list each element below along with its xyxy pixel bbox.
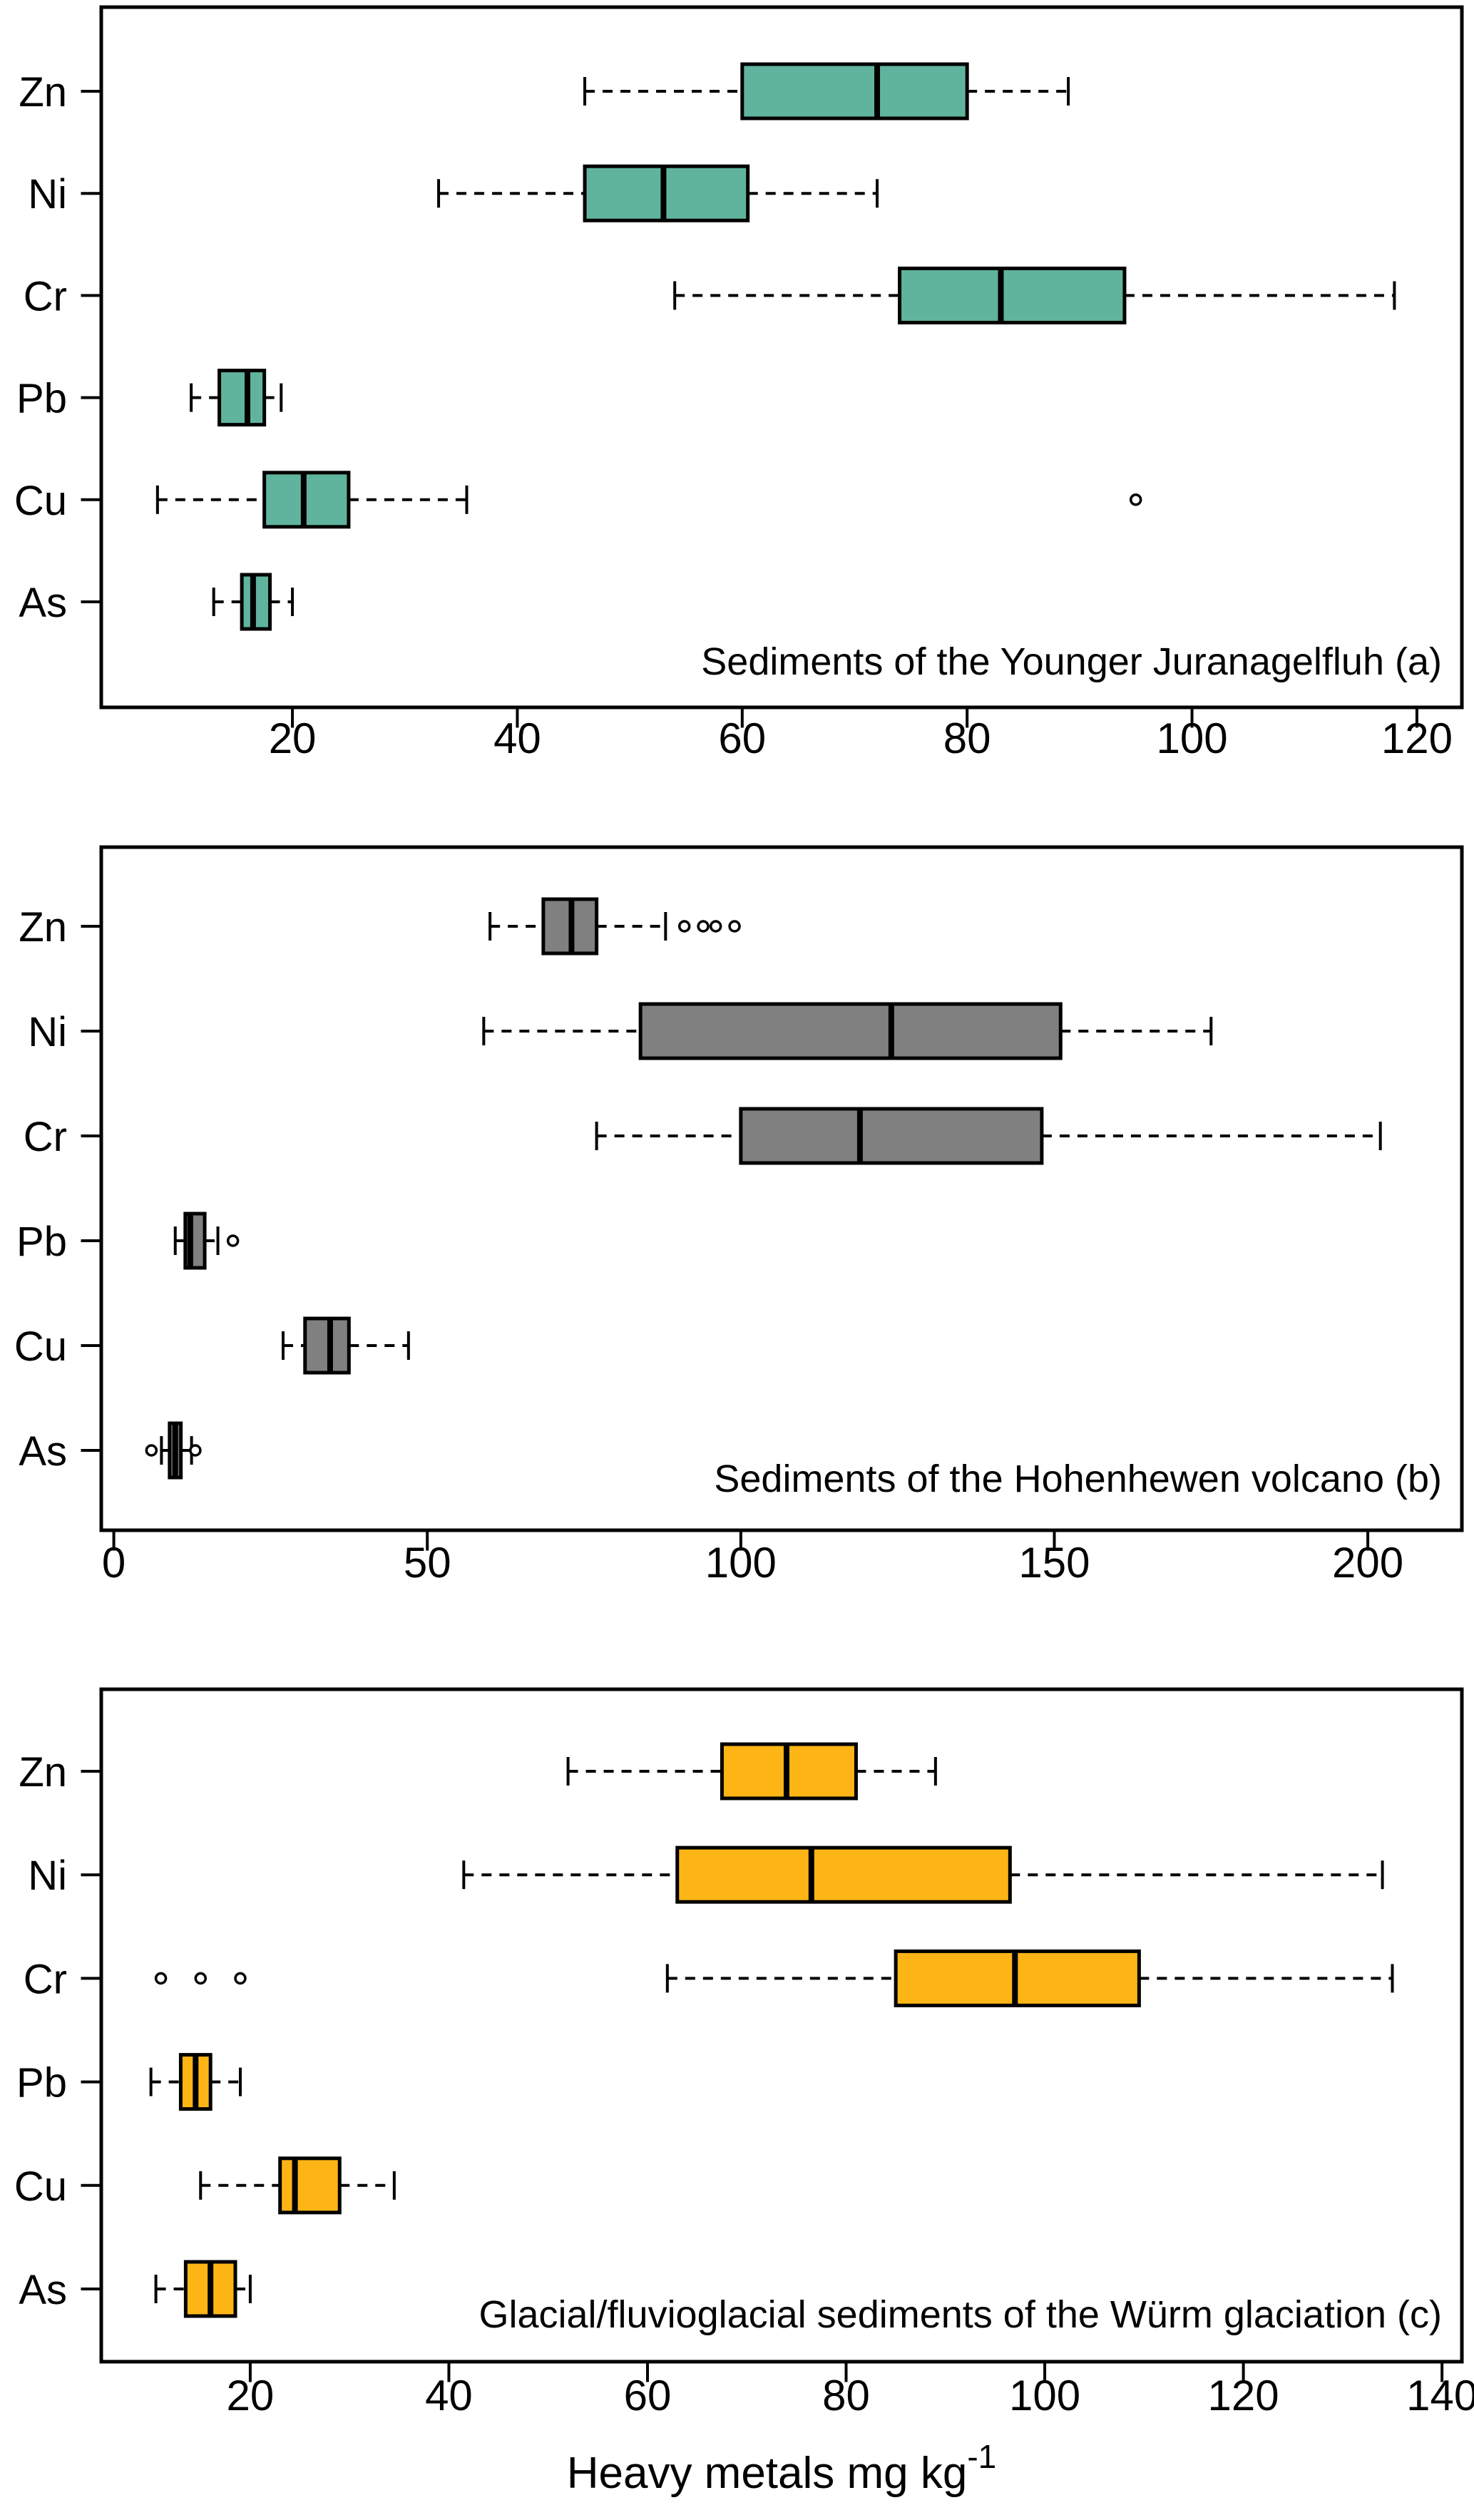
boxplot-a-pb [190,369,283,427]
category-label-ni: Ni [28,1009,67,1055]
boxplot-a-ni [437,164,879,222]
category-label-cu: Cu [14,478,67,524]
iqr-box [740,62,969,121]
x-tick-label: 0 [102,1539,126,1587]
boxplot-c-ni [462,1845,1384,1904]
x-tick-label: 120 [1208,2372,1279,2419]
panel-glacial-fluvioglacial-sediments: 20 40 60 80 100 120 140 Zn Ni Cr Pb Cu As Glacial/flu… [0,1640,1474,2520]
category-label-as: As [19,580,67,626]
x-tick-label: 60 [718,714,766,762]
x-tick-label: 80 [822,2372,870,2419]
category-label-cr: Cr [24,1956,67,2002]
boxplot-c-cr [154,1949,1394,2007]
boxplot-c-cu [199,2156,396,2215]
boxplot-b-ni [482,1002,1213,1060]
x-tick-label: 20 [227,2372,275,2419]
boxplot-b-zn [488,897,741,956]
x-tick-label: 200 [1332,1539,1403,1587]
panel-b-plot: 0 50 100 150 200 Zn Ni Cr Pb Cu As Sediments of the… [14,845,1464,1587]
category-label-pb: Pb [16,376,67,422]
category-label-cu: Cu [14,1323,67,1370]
boxplot-a-as [212,573,295,631]
boxplot-a-zn [583,62,1070,121]
x-tick-label: 100 [1156,714,1227,762]
category-label-cu: Cu [14,2163,67,2210]
outlier-point [154,1972,168,1985]
x-axis-title-text: Heavy metals mg kg [566,2449,968,2498]
panel-sediments-younger-juranagelfluh: 20 40 60 80 100 120 Zn Ni Cr Pb Cu As Sediments of t… [0,0,1474,820]
category-label-zn: Zn [19,1749,67,1796]
outlier-point [728,920,741,933]
category-label-ni: Ni [28,1853,67,1899]
iqr-box [675,1845,1012,1904]
x-tick-label: 40 [493,714,541,762]
category-label-cr: Cr [24,1114,67,1160]
panel-a-plot: 20 40 60 80 100 120 Zn Ni Cr Pb Cu As Sediments of t… [14,5,1464,762]
x-axis-title-superscript: -1 [967,2438,997,2475]
boxplot-c-as [154,2260,252,2318]
x-tick-label: 60 [624,2372,672,2419]
plot-border [99,5,1464,710]
outlier-point [189,1444,202,1457]
x-tick-label: 120 [1381,714,1453,762]
iqr-box [739,1107,1044,1165]
outlier-point [194,1972,208,1985]
category-label-as: As [19,2267,67,2313]
iqr-box [278,2156,342,2215]
boxplot-b-as [145,1421,202,1480]
x-tick-label: 40 [425,2372,473,2419]
category-label-cr: Cr [24,273,67,319]
boxplot-c-zn [566,1742,937,1801]
outlier-point [1129,493,1142,506]
iqr-box [217,369,267,427]
panel-title-a: Sediments of the Younger Juranagelfluh (… [701,640,1442,683]
x-tick-label: 140 [1406,2372,1474,2419]
panel-title-b: Sediments of the Hohenhewen volcano (b) [714,1458,1442,1500]
outlier-point [226,1234,240,1247]
boxplot-a-cu [155,471,1142,529]
x-tick-label: 100 [1009,2372,1080,2419]
panel-c-plot: 20 40 60 80 100 120 140 Zn Ni Cr Pb Cu As Glacial/flu… [14,1687,1474,2419]
plot-border [99,845,1464,1532]
category-label-zn: Zn [19,69,67,116]
x-tick-label: 100 [705,1539,777,1587]
x-axis-title: Heavy metals mg kg-1 [101,2437,1462,2499]
x-tick-label: 80 [943,714,991,762]
iqr-box [898,266,1127,324]
outlier-point [677,920,691,933]
category-label-pb: Pb [16,2060,67,2106]
iqr-box [303,1316,351,1375]
boxplot-c-pb [149,2053,242,2111]
x-tick-label: 50 [404,1539,451,1587]
boxplot-b-cr [595,1107,1382,1165]
iqr-box [638,1002,1063,1060]
plot-border [99,1687,1464,2364]
outlier-point [697,920,710,933]
panel-sediments-hohenhewen-volcano: 0 50 100 150 200 Zn Ni Cr Pb Cu As Sediments of the… [0,820,1474,1640]
boxplot-a-cr [673,266,1396,324]
x-tick-label: 20 [269,714,317,762]
x-tick-label: 150 [1018,1539,1090,1587]
category-label-ni: Ni [28,171,67,217]
category-label-zn: Zn [19,904,67,951]
boxplot-b-cu [281,1316,410,1375]
category-label-pb: Pb [16,1219,67,1265]
outlier-point [234,1972,247,1985]
outlier-point [145,1444,158,1457]
boxplot-b-pb [173,1212,240,1270]
panel-title-c: Glacial/fluvioglacial sediments of the W… [478,2293,1442,2336]
category-label-as: As [19,1428,67,1475]
outlier-point [709,920,722,933]
